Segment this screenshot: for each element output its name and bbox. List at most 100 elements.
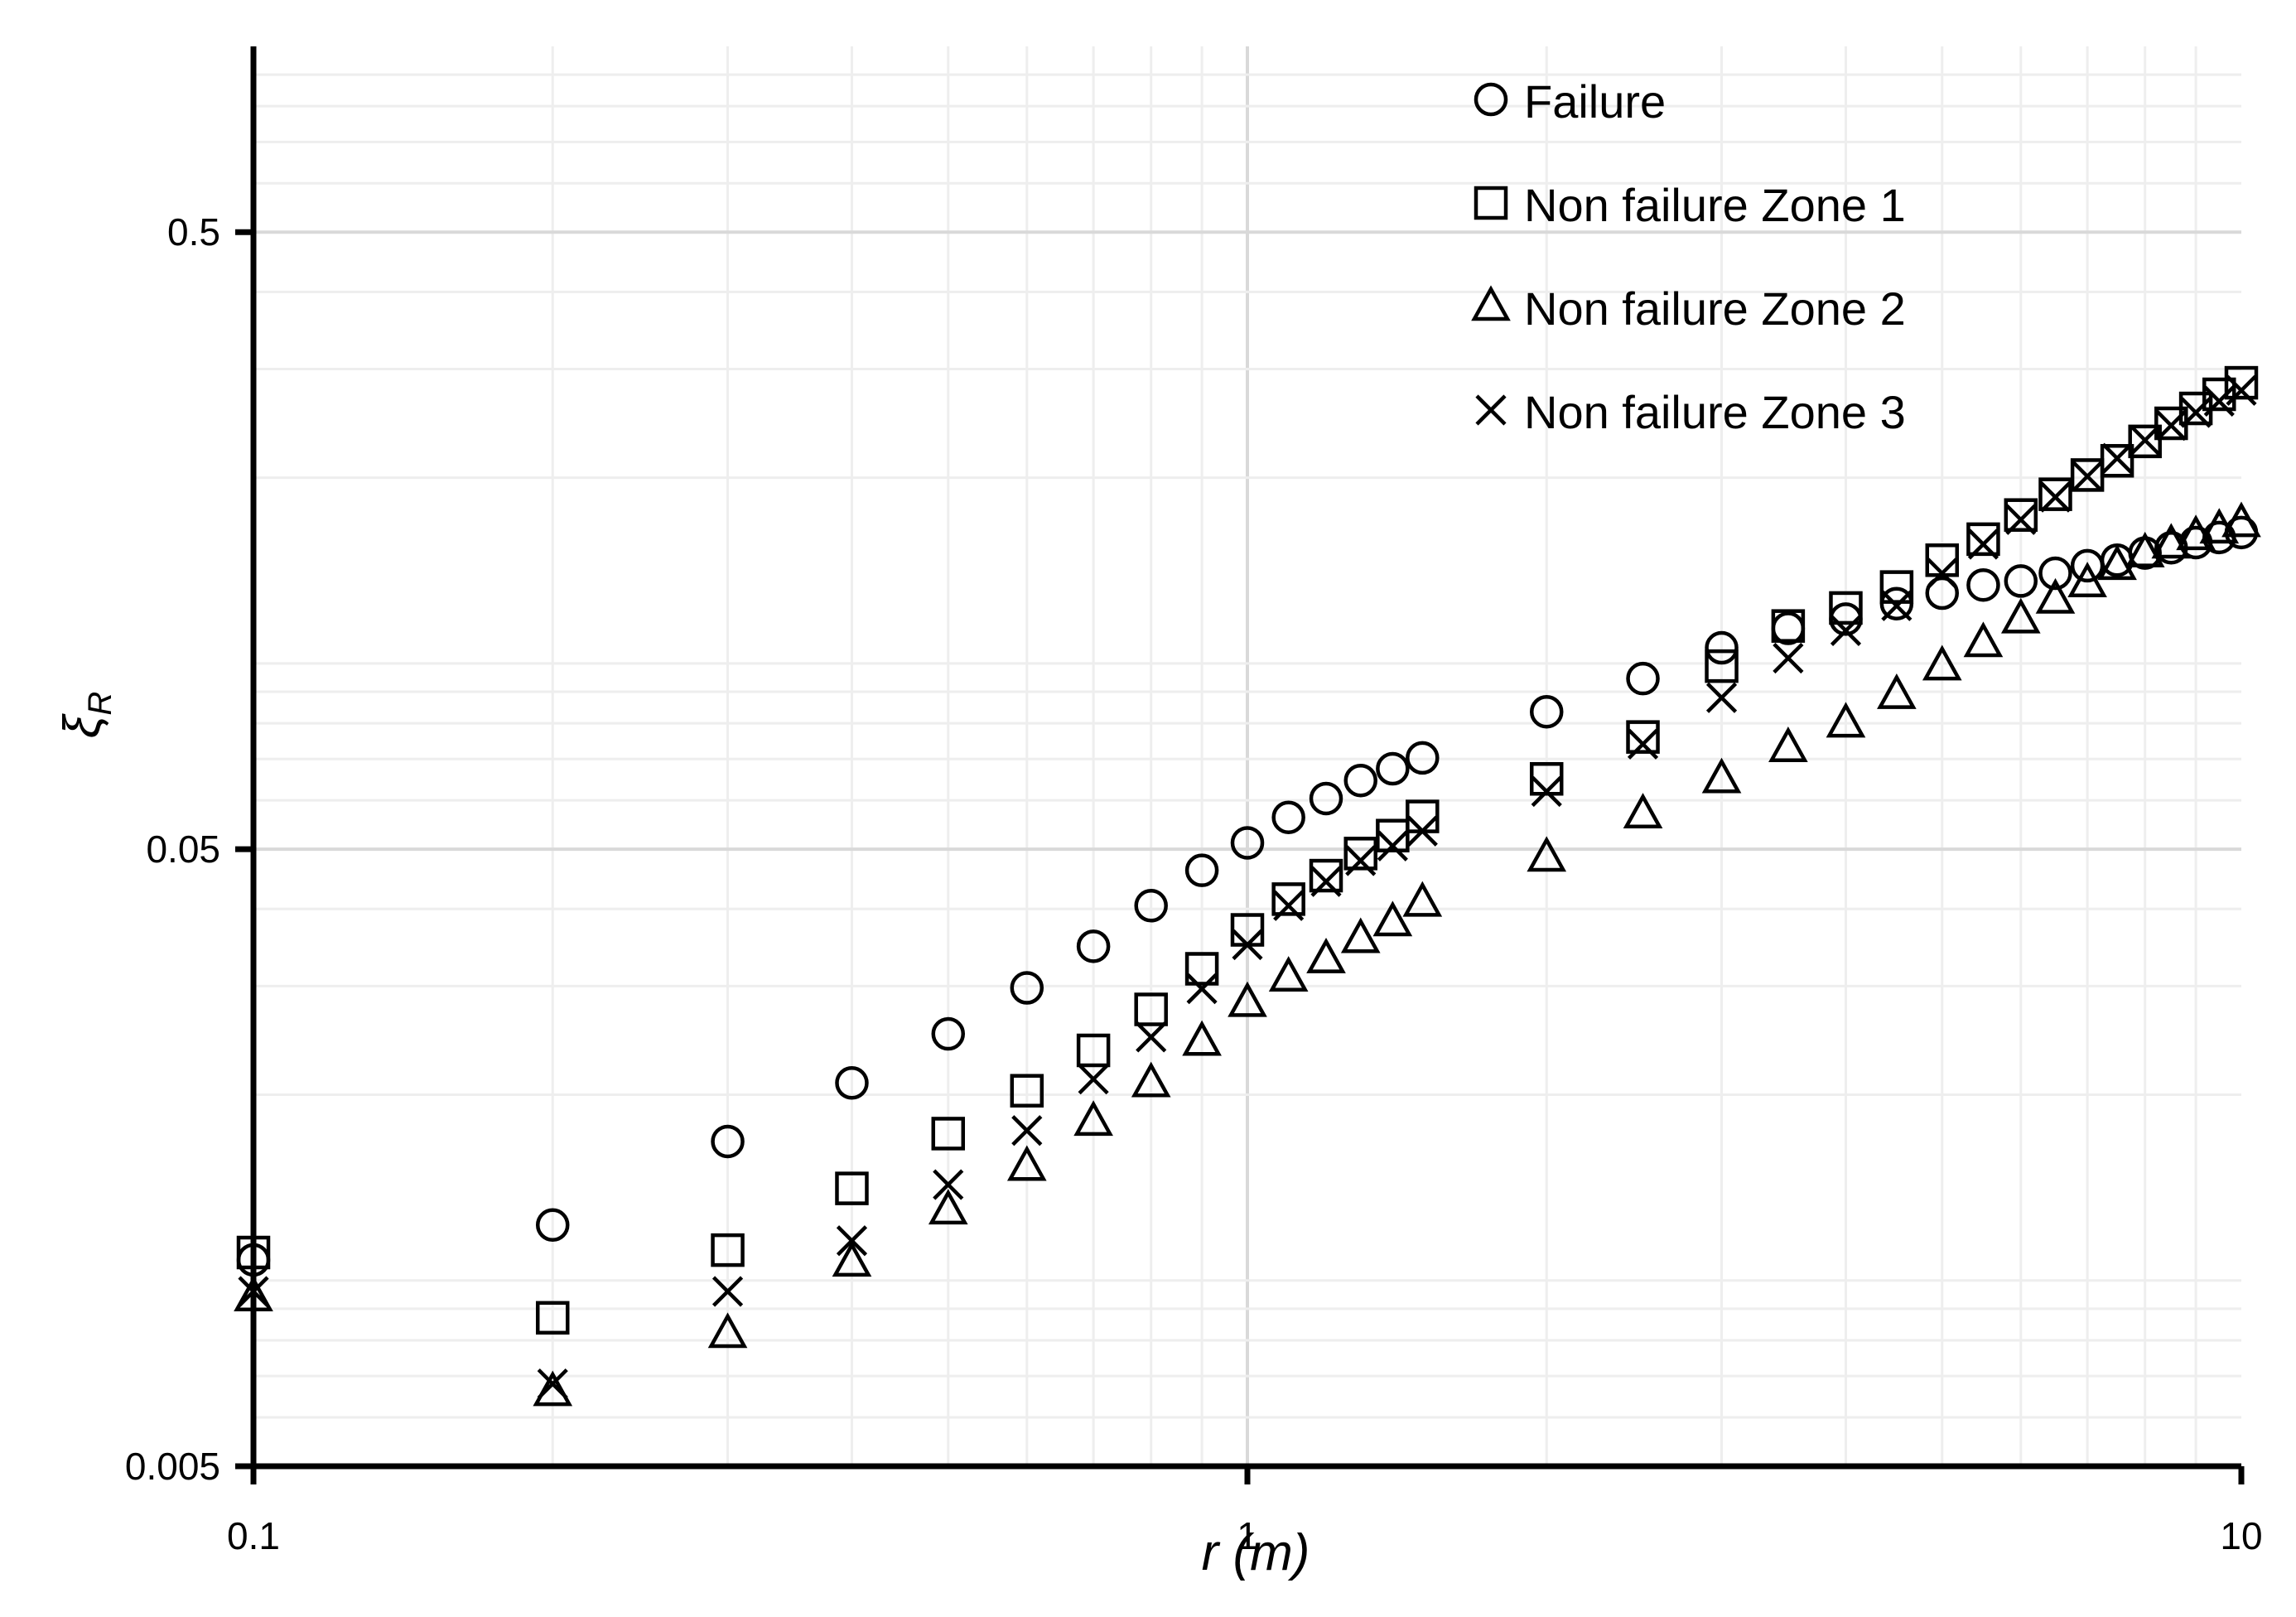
x-tick-label: 0.1 xyxy=(227,1514,280,1557)
circle-data-point xyxy=(1230,826,1265,860)
x-tick-label: 10 xyxy=(2220,1514,2262,1557)
y-tick-label: 0.05 xyxy=(146,828,220,871)
triangle-data-point xyxy=(1922,644,1962,681)
x-data-point xyxy=(2203,385,2235,417)
x-data-point xyxy=(537,1368,568,1400)
data-points xyxy=(234,365,2261,1407)
square-data-point xyxy=(1134,992,1168,1026)
x-data-point xyxy=(2039,481,2072,513)
triangle-data-point xyxy=(1268,956,1309,992)
legend-entry: Non failure Zone 1 xyxy=(1474,179,1906,231)
triangle-data-point xyxy=(533,1370,573,1407)
triangle-data-point xyxy=(707,1312,748,1349)
legend-square-symbol xyxy=(1474,186,1508,220)
x-data-point xyxy=(1078,1064,1109,1095)
circle-data-point xyxy=(1010,971,1044,1005)
legend-entry: Non failure Zone 2 xyxy=(1471,282,1906,335)
x-data-point xyxy=(2226,374,2257,406)
x-data-point xyxy=(1705,682,1738,713)
triangle-data-point xyxy=(1963,621,2004,658)
triangle-data-point xyxy=(2097,544,2137,581)
triangle-data-point xyxy=(832,1241,872,1277)
square-data-point xyxy=(2128,424,2162,459)
legend: Failure Non failure Zone 1 Non failure Zon… xyxy=(1471,75,1906,438)
triangle-data-point xyxy=(2151,523,2192,559)
x-data-point xyxy=(1927,558,1958,589)
x-data-point xyxy=(711,1276,744,1307)
square-data-point xyxy=(1376,818,1410,852)
circle-data-point xyxy=(711,1124,745,1159)
legend-label: Non failure Zone 1 xyxy=(1524,179,1906,231)
x-data-point xyxy=(1881,590,1913,621)
circle-data-point xyxy=(1134,889,1168,923)
y-axis-title: ξR xyxy=(54,692,118,739)
axes xyxy=(235,46,2245,1484)
x-data-point xyxy=(2130,424,2161,456)
x-data-point xyxy=(1830,615,1862,646)
square-data-point xyxy=(2038,477,2072,511)
x-data-point xyxy=(1273,890,1305,921)
triangle-data-point xyxy=(1006,1145,1047,1181)
triangle-data-point xyxy=(1701,757,1742,794)
square-data-point xyxy=(1879,570,1914,604)
x-data-point xyxy=(1011,1115,1043,1146)
x-tick-label: 1 xyxy=(1237,1514,1258,1557)
triangle-data-point xyxy=(1768,726,1808,762)
triangle-data-point xyxy=(2176,514,2216,551)
x-data-point xyxy=(1310,866,1342,897)
square-data-point xyxy=(1343,837,1377,871)
x-data-point xyxy=(2180,397,2212,428)
square-data-point xyxy=(931,1117,966,1151)
triangle-data-point xyxy=(1073,1100,1113,1137)
square-data-point xyxy=(1966,522,2000,557)
triangle-data-point xyxy=(1877,673,1917,709)
circle-data-point xyxy=(1271,800,1305,834)
y-axis-title-subscript: R xyxy=(82,692,118,716)
x-data-point xyxy=(1531,775,1562,808)
triangle-data-point xyxy=(2035,577,2076,614)
triangle-data-point xyxy=(928,1189,968,1225)
x-data-point xyxy=(1232,929,1263,961)
circle-data-point xyxy=(835,1066,869,1100)
square-data-point xyxy=(1184,952,1219,986)
triangle-data-point xyxy=(234,1276,273,1312)
triangle-data-point xyxy=(1826,702,1866,738)
triangle-data-point xyxy=(2000,597,2041,634)
x-data-point xyxy=(1967,529,1999,560)
square-data-point xyxy=(1271,882,1305,916)
circle-data-point xyxy=(1076,929,1111,963)
square-data-point xyxy=(2224,365,2259,400)
x-data-point xyxy=(1627,728,1659,760)
x-data-point xyxy=(2101,442,2133,474)
square-data-point xyxy=(2004,498,2038,532)
circle-data-point xyxy=(1376,751,1410,786)
triangle-data-point xyxy=(1372,900,1413,937)
legend-circle-symbol xyxy=(1474,82,1508,117)
square-data-point xyxy=(1309,858,1343,893)
circle-data-point xyxy=(1529,694,1564,729)
x-data-point xyxy=(1136,1021,1167,1053)
legend-label: Failure xyxy=(1524,75,1666,128)
square-data-point xyxy=(1771,609,1806,643)
square-data-point xyxy=(711,1233,745,1267)
circle-data-point xyxy=(1343,763,1377,798)
x-data-point xyxy=(1186,973,1218,1005)
square-data-point xyxy=(1705,649,1739,683)
circle-data-point xyxy=(1966,567,2000,602)
square-data-point xyxy=(1076,1033,1111,1068)
x-data-point xyxy=(238,1276,269,1307)
x-data-point xyxy=(2072,461,2103,492)
circle-data-point xyxy=(2038,556,2072,591)
circle-data-point xyxy=(1406,741,1440,775)
legend-label: Non failure Zone 3 xyxy=(1524,386,1906,438)
triangle-data-point xyxy=(1182,1020,1222,1056)
legend-x-symbol xyxy=(1475,394,1507,426)
square-data-point xyxy=(1010,1074,1044,1108)
y-tick-label: 0.005 xyxy=(125,1445,220,1488)
x-data-point xyxy=(2155,410,2187,442)
legend-label: Non failure Zone 2 xyxy=(1524,282,1906,335)
legend-entry: Failure xyxy=(1474,75,1666,128)
legend-triangle-symbol xyxy=(1471,285,1511,321)
y-axis-title-main: ξ xyxy=(54,712,111,738)
